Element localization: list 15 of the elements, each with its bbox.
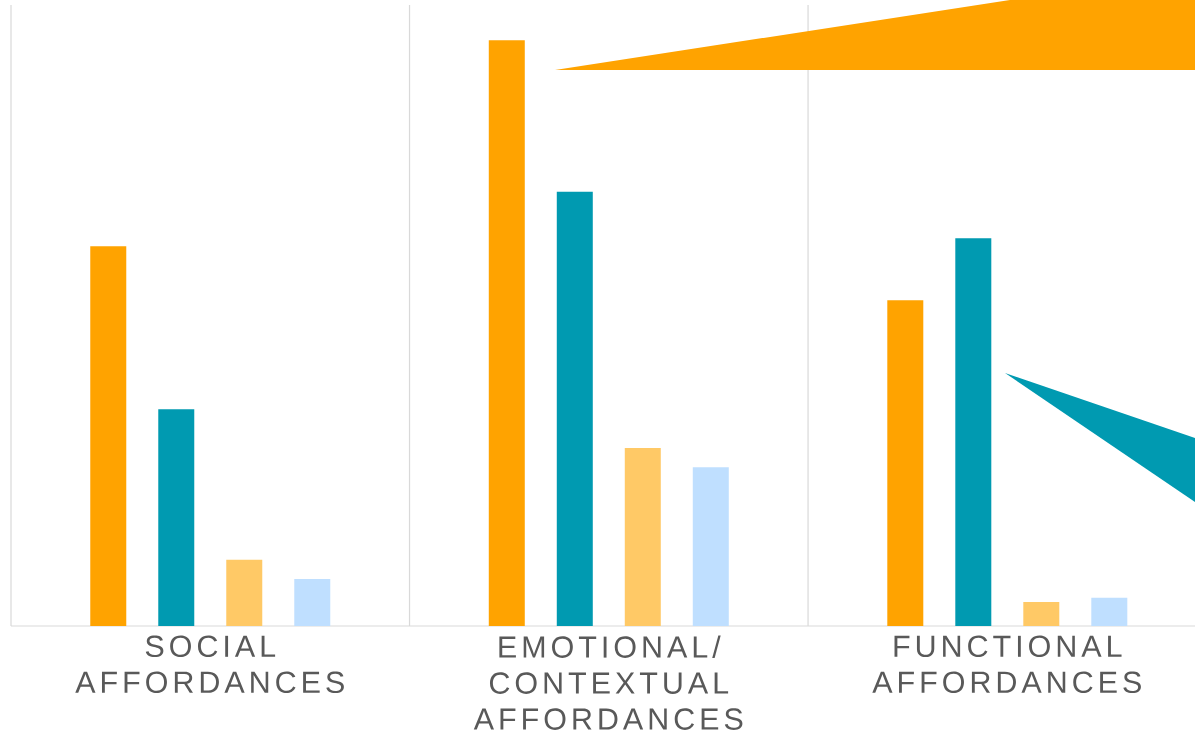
bar [624, 447, 661, 626]
bar [887, 300, 924, 626]
x-tick-label: SOCIAL AFFORDANCES [75, 635, 344, 694]
bar [488, 40, 525, 626]
bar [226, 559, 263, 626]
x-tick-label: EMOTIONAL/ CONTEXTUAL AFFORDANCES [473, 635, 743, 730]
bar [158, 409, 195, 626]
bar [1023, 601, 1060, 626]
bar [294, 579, 331, 626]
x-tick-label: FUNCTIONAL AFFORDANCES [872, 635, 1141, 694]
bar [692, 467, 729, 626]
bar [90, 246, 127, 626]
bar [1091, 597, 1128, 626]
bar [955, 238, 992, 626]
bar [556, 191, 593, 626]
